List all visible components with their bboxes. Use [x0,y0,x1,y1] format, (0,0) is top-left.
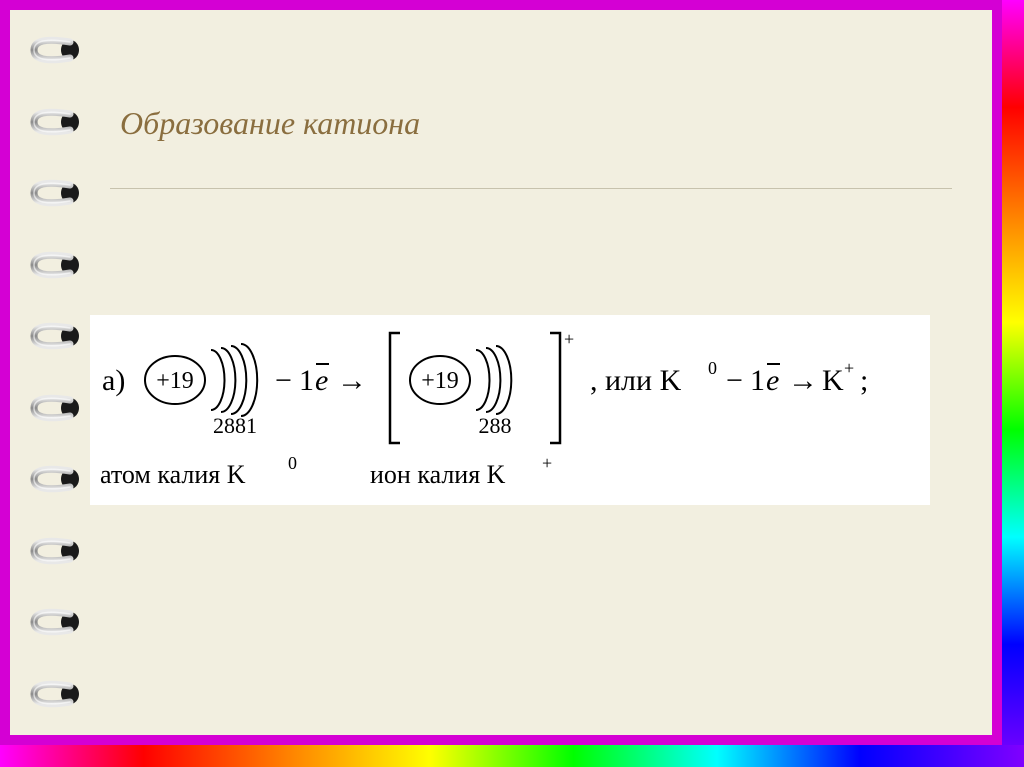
slide-content-area: Образование катиона а)+192881−1e→++19288… [10,10,992,735]
svg-text:атом калия K: атом калия K [100,460,246,489]
svg-text:−: − [275,364,292,397]
svg-text:K: K [822,364,844,397]
svg-text:+: + [542,453,552,473]
svg-text:, или K: , или K [590,364,682,397]
spiral-ring [28,531,76,565]
rainbow-bottom-border [0,745,1024,767]
svg-text:1: 1 [299,364,314,397]
rainbow-right-border [1002,0,1024,767]
spiral-ring [28,674,76,708]
svg-text:0: 0 [708,358,717,378]
svg-text:→: → [788,364,818,397]
svg-text:а): а) [102,364,125,397]
svg-text:+19: +19 [156,368,194,394]
svg-text:−: − [726,364,743,397]
svg-text:1: 1 [750,364,765,397]
diagram-svg: а)+192881−1e→++19288, или K0−1e→K+;атом … [90,315,930,505]
spiral-ring [28,245,76,279]
spiral-ring [28,388,76,422]
svg-text:+19: +19 [421,368,459,394]
svg-text:ион калия K: ион калия K [370,460,506,489]
svg-text:e: e [315,364,328,397]
spiral-binding [28,20,88,725]
svg-text:+: + [564,329,574,349]
svg-text:+: + [844,358,854,378]
slide-frame: Образование катиона а)+192881−1e→++19288… [0,0,1024,767]
svg-text:e: e [766,364,779,397]
cation-formation-diagram: а)+192881−1e→++19288, или K0−1e→K+;атом … [90,315,930,505]
svg-text:2881: 2881 [213,413,257,438]
spiral-ring [28,173,76,207]
svg-text:0: 0 [288,453,297,473]
svg-text:;: ; [860,364,868,397]
title-underline [110,188,952,189]
spiral-ring [28,459,76,493]
spiral-ring [28,316,76,350]
svg-text:→: → [337,364,367,397]
slide-title: Образование катиона [120,105,420,142]
spiral-ring [28,102,76,136]
spiral-ring [28,30,76,64]
spiral-ring [28,602,76,636]
svg-text:288: 288 [479,413,512,438]
